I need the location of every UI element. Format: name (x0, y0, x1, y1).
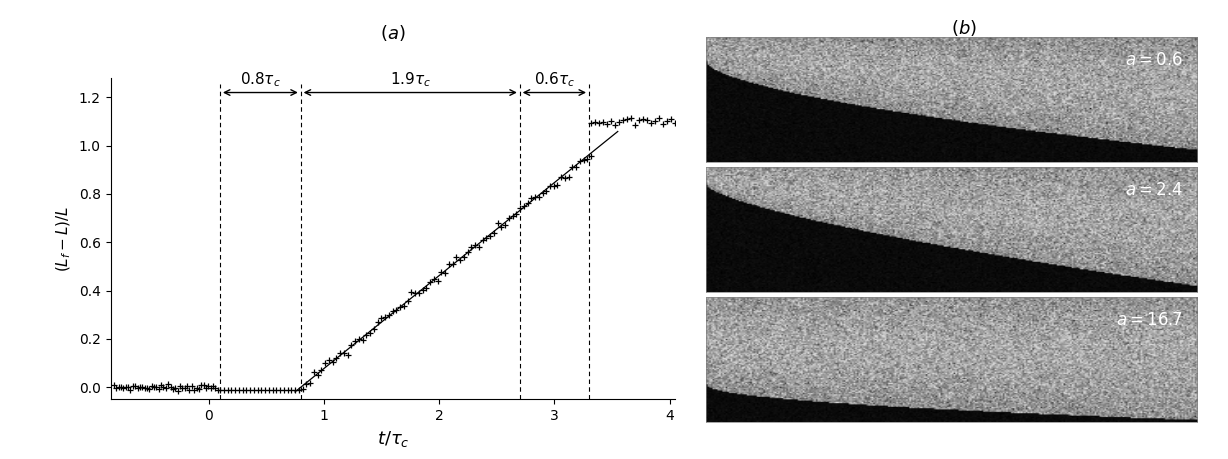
Text: $0.6\tau_c$: $0.6\tau_c$ (534, 70, 575, 89)
Title: $(a)$: $(a)$ (381, 23, 405, 43)
Text: $a = 16.7$: $a = 16.7$ (1116, 312, 1183, 329)
Text: $a = 0.6$: $a = 0.6$ (1125, 52, 1183, 69)
Text: $(b)$: $(b)$ (950, 18, 977, 39)
Text: $1.9\tau_c$: $1.9\tau_c$ (389, 70, 431, 89)
Text: $a = 2.4$: $a = 2.4$ (1125, 182, 1183, 199)
Text: $0.8\tau_c$: $0.8\tau_c$ (239, 70, 281, 89)
Y-axis label: $(L_f - L)/L$: $(L_f - L)/L$ (55, 206, 74, 272)
X-axis label: $t/\tau_c$: $t/\tau_c$ (377, 429, 409, 448)
